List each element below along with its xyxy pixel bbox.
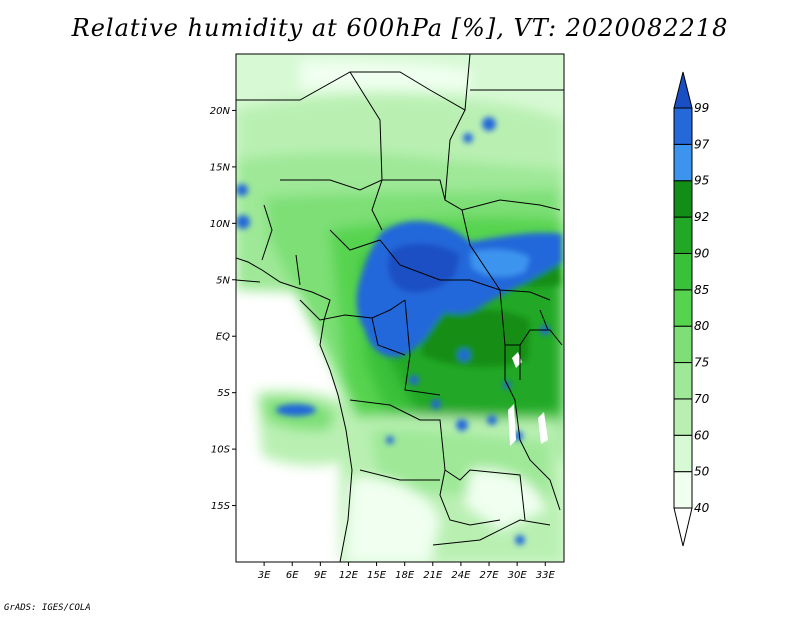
lat-tick-label: 10S (211, 445, 231, 456)
lat-tick-label: 15S (211, 501, 231, 512)
colorbar-label: 60 (694, 428, 710, 442)
colorbar-segment (673, 107, 693, 145)
colorbar-label: 95 (694, 174, 709, 188)
lon-tick-label: 18E (395, 570, 415, 581)
colorbar-label: 40 (694, 501, 710, 515)
lat-tick-label: 15N (210, 162, 231, 173)
longitude-axis: 3E 6E 9E 12E 15E 18E 21E 24E 27E 30E 33E (258, 562, 556, 581)
lon-tick-label: 3E (258, 570, 271, 581)
software-credit: GrADS: IGES/COLA (4, 603, 91, 613)
colorbar: 40 50 60 70 75 80 85 90 92 95 97 99 (673, 71, 710, 547)
lat-tick-label: EQ (216, 332, 230, 343)
colorbar-label: 70 (694, 392, 710, 406)
colorbar-segment (673, 180, 693, 218)
colorbar-label: 90 (694, 246, 710, 260)
humidity-field (236, 54, 564, 562)
lon-tick-label: 6E (286, 570, 299, 581)
colorbar-segment (673, 143, 693, 182)
colorbar-upper-arrow (673, 71, 693, 109)
country-borders (236, 54, 564, 562)
colorbar-segment (673, 252, 693, 291)
lon-tick-label: 15E (367, 570, 387, 581)
lon-tick-label: 9E (314, 570, 327, 581)
lon-tick-label: 30E (508, 570, 528, 581)
colorbar-segment (673, 325, 693, 364)
lat-tick-label: 5N (216, 275, 230, 286)
colorbar-lower-arrow (673, 507, 693, 547)
colorbar-label: 97 (694, 137, 710, 151)
lon-tick-label: 27E (480, 570, 500, 581)
colorbar-label: 85 (694, 283, 709, 297)
colorbar-segment (673, 471, 693, 509)
lon-tick-label: 33E (536, 570, 556, 581)
colorbar-label: 75 (694, 356, 709, 370)
colorbar-segment (673, 398, 693, 436)
colorbar-label: 50 (694, 465, 710, 479)
lon-tick-label: 24E (451, 570, 471, 581)
colorbar-label: 92 (694, 210, 709, 224)
colorbar-segment (673, 362, 693, 400)
lon-tick-label: 12E (339, 570, 359, 581)
map-frame (235, 53, 565, 563)
map-title: Relative humidity at 600hPa [%], VT: 202… (71, 14, 729, 42)
colorbar-segment (673, 289, 693, 327)
latitude-axis: 20N 15N 10N 5N EQ 5S 10S 15S (210, 106, 236, 512)
colorbar-segment (673, 216, 693, 254)
lat-tick-label: 10N (210, 219, 231, 230)
lat-tick-label: 5S (217, 388, 230, 399)
lon-tick-label: 21E (423, 570, 443, 581)
colorbar-segment (673, 434, 693, 473)
lat-tick-label: 20N (210, 106, 231, 117)
colorbar-label: 99 (694, 101, 709, 115)
colorbar-label: 80 (694, 319, 710, 333)
